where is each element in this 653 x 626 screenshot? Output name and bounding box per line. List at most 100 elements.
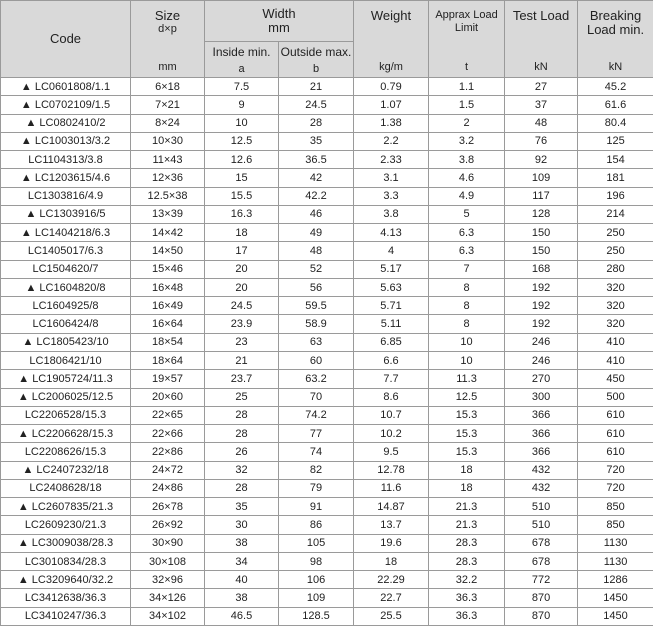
table-row: ▲ LC2607835/21.3 26×78 35 91 14.87 21.3 510 850 (0, 497, 653, 517)
table-row: LC1504620/7 15×46 20 52 5.17 7 168 280 (0, 259, 653, 279)
value-cell: 1.1 (428, 76, 506, 97)
value-cell: 0.79 (353, 76, 430, 97)
value-cell: 432 (504, 460, 579, 480)
header-weight-unit: kg/m (379, 61, 403, 73)
value-cell: 4.13 (353, 223, 430, 243)
table-row: LC1303816/4.9 12.5×38 15.5 42.2 3.3 4.9 117 196 (0, 186, 653, 206)
header-cell: Weight kg/m (353, 0, 430, 78)
table-row: ▲ LC1003013/3.2 10×30 12.5 35 2.2 3.2 76 125 (0, 131, 653, 152)
value-cell: 125 (577, 131, 653, 152)
code-cell: LC3412638/36.3 (0, 588, 131, 608)
value-cell: 15.3 (428, 405, 506, 426)
value-cell: 20 (204, 259, 279, 279)
value-cell: 10.2 (353, 424, 430, 444)
value-cell: 16×49 (130, 296, 205, 316)
value-cell: 28 (277, 113, 355, 133)
value-cell: 45.2 (577, 76, 653, 97)
value-cell: 24.5 (204, 296, 279, 316)
value-cell: 7×21 (130, 95, 205, 115)
value-cell: 20×60 (130, 387, 205, 407)
value-cell: 38 (204, 588, 279, 608)
value-cell: 24.5 (277, 95, 355, 115)
value-cell: 28 (204, 405, 279, 426)
value-cell: 36.5 (277, 150, 355, 170)
code-cell: LC3410247/36.3 (0, 606, 131, 626)
header-breaking-load-unit: kN (608, 61, 623, 73)
value-cell: 10 (428, 350, 506, 371)
value-cell: 870 (504, 588, 579, 608)
value-cell: 246 (504, 350, 579, 371)
value-cell: 42 (277, 168, 355, 188)
value-cell: 34×126 (130, 588, 205, 608)
value-cell: 10.7 (353, 405, 430, 426)
header-width-unit: mm (268, 20, 290, 35)
table-row: LC3410247/36.3 34×102 46.5 128.5 25.5 36.3 870… (0, 606, 653, 626)
value-cell: 500 (577, 387, 653, 407)
value-cell: 25.5 (353, 606, 430, 626)
value-cell: 22.29 (353, 570, 430, 590)
value-cell: 18×54 (130, 332, 205, 352)
value-cell: 1286 (577, 570, 653, 590)
header-inside: Inside min. (212, 45, 271, 59)
value-cell: 28.3 (428, 533, 506, 553)
value-cell: 850 (577, 515, 653, 535)
table-row: ▲ LC1404218/6.3 14×42 18 49 4.13 6.3 150 250 (0, 223, 653, 243)
table-row: ▲ LC1805423/10 18×54 23 63 6.85 10 246 410 (0, 332, 653, 352)
value-cell: 678 (504, 533, 579, 553)
header-cell: Size d×p mm (130, 0, 205, 78)
value-cell: 4 (353, 241, 430, 261)
value-cell: 15.5 (204, 186, 279, 206)
value-cell: 128 (504, 204, 579, 225)
value-cell: 63 (277, 332, 355, 352)
value-cell: 59.5 (277, 296, 355, 316)
value-cell: 2 (428, 113, 506, 133)
value-cell: 128.5 (277, 606, 355, 626)
value-cell: 192 (504, 277, 579, 298)
header-load-limit-unit: t (464, 61, 469, 73)
table-row: ▲ LC3209640/32.2 32×96 40 106 22.29 32.2 772 12… (0, 570, 653, 590)
value-cell: 6×18 (130, 76, 205, 97)
code-cell: LC1405017/6.3 (0, 241, 131, 261)
table-row: LC2206528/15.3 22×65 28 74.2 10.7 15.3 366 610 (0, 405, 653, 426)
value-cell: 106 (277, 570, 355, 590)
value-cell: 410 (577, 350, 653, 371)
value-cell: 1130 (577, 551, 653, 572)
value-cell: 22×66 (130, 424, 205, 444)
table-row: ▲ LC0702109/1.5 7×21 9 24.5 1.07 1.5 37 61.6 (0, 95, 653, 115)
value-cell: 250 (577, 223, 653, 243)
value-cell: 21.3 (428, 497, 506, 517)
code-cell: ▲ LC2407232/18 (0, 460, 131, 480)
table-body: ▲ LC0601808/1.1 6×18 7.5 21 0.79 1.1 27 45.2 ▲ L… (0, 76, 653, 626)
value-cell: 1.38 (353, 113, 430, 133)
code-cell: ▲ LC1805423/10 (0, 332, 131, 352)
value-cell: 12×36 (130, 168, 205, 188)
value-cell: 410 (577, 332, 653, 352)
value-cell: 19×57 (130, 369, 205, 389)
value-cell: 246 (504, 332, 579, 352)
table-row: LC2609230/21.3 26×92 30 86 13.7 21.3 510 850 (0, 515, 653, 535)
value-cell: 181 (577, 168, 653, 188)
value-cell: 7.7 (353, 369, 430, 389)
header-cell: Test Load kN (504, 0, 579, 78)
value-cell: 117 (504, 186, 579, 206)
value-cell: 19.6 (353, 533, 430, 553)
value-cell: 320 (577, 277, 653, 298)
value-cell: 36.3 (428, 606, 506, 626)
code-cell: LC2206528/15.3 (0, 405, 131, 426)
value-cell: 74 (277, 442, 355, 462)
value-cell: 34×102 (130, 606, 205, 626)
value-cell: 8.6 (353, 387, 430, 407)
value-cell: 61.6 (577, 95, 653, 115)
value-cell: 27 (504, 76, 579, 97)
value-cell: 35 (204, 497, 279, 517)
value-cell: 150 (504, 241, 579, 261)
value-cell: 15.3 (428, 424, 506, 444)
value-cell: 36.3 (428, 588, 506, 608)
value-cell: 3.8 (428, 150, 506, 170)
value-cell: 35 (277, 131, 355, 152)
value-cell: 14×50 (130, 241, 205, 261)
value-cell: 60 (277, 350, 355, 371)
value-cell: 1450 (577, 588, 653, 608)
value-cell: 52 (277, 259, 355, 279)
code-cell: ▲ LC2006025/12.5 (0, 387, 131, 407)
